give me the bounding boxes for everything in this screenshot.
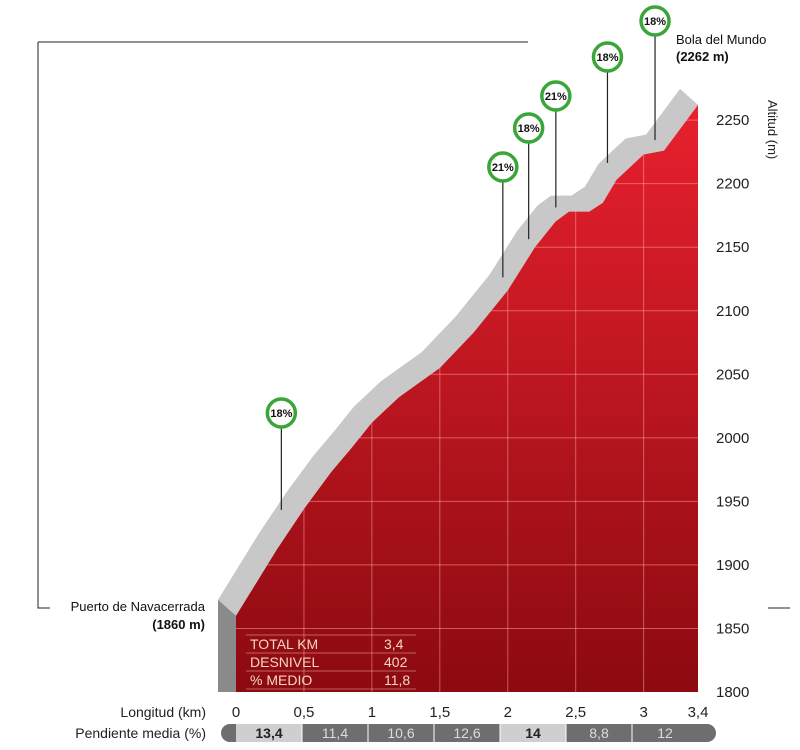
gradient-badge-label: 21%: [545, 91, 567, 103]
x-axis-ticks: 0 0,5 1 1,5 2 2,5 3 3,4: [232, 704, 709, 721]
y-tick-label: 1850: [716, 620, 749, 637]
y-tick-label: 1900: [716, 557, 749, 574]
gradient-segment-label: 14: [525, 725, 541, 741]
gradient-badge-label: 21%: [492, 162, 514, 174]
stats-box: TOTAL KM 3,4 DESNIVEL 402 % MEDIO 11,8: [246, 634, 416, 690]
y-tick-label: 2000: [716, 430, 749, 447]
gradient-row: 13,4 11,4 10,6 12,6 14 8,8 12: [221, 724, 716, 742]
gradient-segment-label: 10,6: [387, 725, 414, 741]
gradient-badge-circle: [591, 41, 624, 73]
elevation-area: [236, 104, 698, 692]
start-altitude: (1860 m): [152, 617, 205, 632]
y-tick-label: 1950: [716, 493, 749, 510]
gradient-segment-label: 12: [657, 725, 673, 741]
end-altitude: (2262 m): [676, 49, 729, 64]
end-name: Bola del Mundo: [676, 32, 766, 47]
y-axis-label: Altitud (m): [765, 100, 780, 159]
gradient-badge-circle: [639, 5, 671, 37]
y-tick-label: 2250: [716, 112, 749, 129]
gradient-badge-label: 18%: [518, 123, 540, 135]
x-tick-label: 0,5: [294, 704, 315, 721]
x-tick-label: 1: [368, 704, 376, 721]
y-tick-label: 2050: [716, 366, 749, 383]
start-name: Puerto de Navacerrada: [71, 599, 206, 614]
y-tick-label: 2150: [716, 239, 749, 256]
x-tick-label: 0: [232, 704, 240, 721]
gradient-segment-label: 13,4: [255, 725, 282, 741]
y-tick-label: 1800: [716, 684, 749, 701]
gradient-badge-label: 18%: [270, 408, 292, 420]
gradient-badges: 18% 21% 18% 21% 18% 18%: [265, 5, 671, 510]
stats-label: DESNIVEL: [250, 654, 319, 670]
gradient-segment-highlight: [500, 724, 566, 742]
y-tick-label: 2200: [716, 176, 749, 193]
y-tick-label: 2100: [716, 303, 749, 320]
gradient-badge-label: 18%: [596, 52, 618, 64]
stats-value: 3,4: [384, 636, 404, 652]
stats-value: 11,8: [384, 672, 410, 688]
gradient-badge-circle: [540, 80, 572, 112]
x-tick-label: 2,5: [565, 704, 586, 721]
gradient-segment-label: 12,6: [453, 725, 480, 741]
x-tick-label: 3: [639, 704, 647, 721]
gradient-badge-circle: [487, 151, 519, 183]
gradient-badge-circle: [512, 112, 545, 144]
y-axis-ticks: 1800 1850 1900 1950 2000 2050 2100 2150 2200 2250: [716, 112, 749, 701]
road-top-surface: [218, 88, 698, 616]
road-side-surface: [218, 599, 236, 692]
x-axis-label: Longitud (km): [120, 704, 206, 720]
gradient-badge-circle: [265, 397, 298, 429]
stats-label: TOTAL KM: [250, 636, 318, 652]
x-tick-label: 2: [504, 704, 512, 721]
x-tick-label: 3,4: [688, 704, 709, 721]
gradient-segment-label: 8,8: [589, 725, 609, 741]
stats-value: 402: [384, 654, 408, 670]
gradient-segment-highlight: [236, 724, 302, 742]
frame-left-line: [37, 42, 50, 609]
gradient-badge-label: 18%: [644, 16, 666, 28]
gradient-row-label: Pendiente media (%): [75, 725, 206, 741]
gradient-row-bg: [221, 724, 716, 742]
x-tick-label: 1,5: [429, 704, 450, 721]
gradient-segment-label: 11,4: [322, 725, 348, 741]
stats-label: % MEDIO: [250, 672, 312, 688]
